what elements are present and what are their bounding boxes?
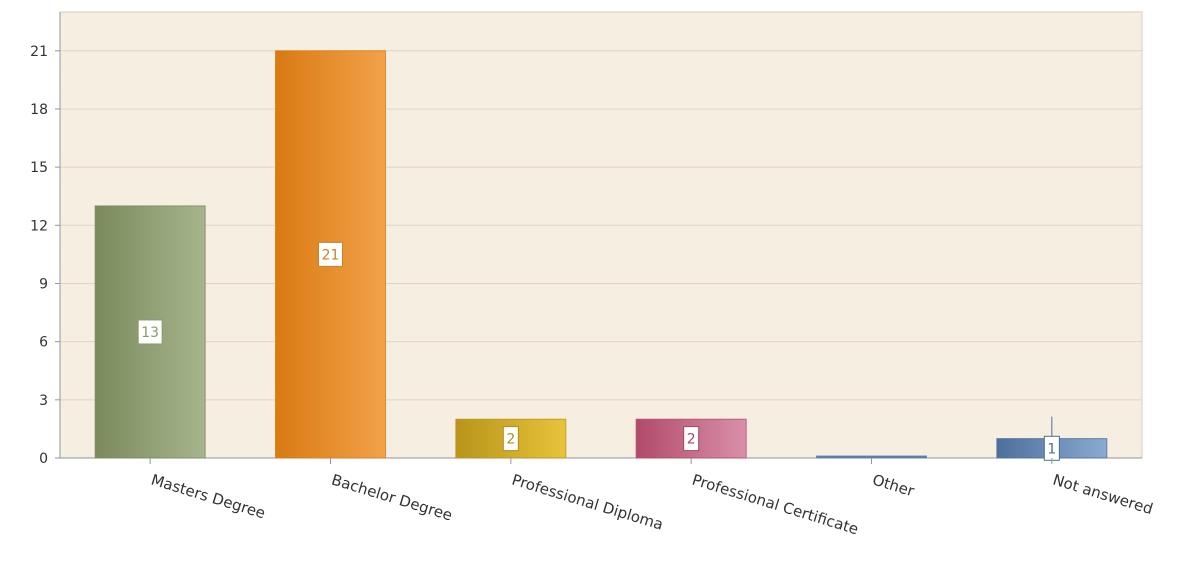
y-tick-label: 15: [30, 160, 48, 176]
data-label: 2: [506, 432, 515, 448]
y-tick-label: 9: [39, 276, 48, 292]
y-axis-ticks: 0 3 6 9 12 15 18 21: [30, 44, 60, 467]
x-category-label: Professional Diploma: [510, 471, 666, 534]
y-tick-label: 0: [39, 451, 48, 467]
y-tick-label: 6: [39, 335, 48, 351]
gridlines: [60, 50, 1142, 401]
x-category-label: Bachelor Degree: [329, 471, 454, 525]
data-label-box: [137, 319, 163, 345]
y-tick-label: 18: [30, 102, 48, 118]
data-label: 21: [322, 247, 340, 263]
y-tick-label: 3: [39, 393, 48, 409]
bar-masters-degree: [94, 205, 206, 459]
x-axis-categories: Masters Degree Bachelor Degree Professiona…: [149, 458, 1155, 538]
data-label-box: [683, 426, 700, 452]
data-label-box: [502, 426, 519, 452]
plot-area: [59, 11, 1143, 459]
x-category-label: Masters Degree: [149, 471, 267, 523]
data-label: 2: [687, 432, 696, 448]
data-label-box: [318, 241, 343, 267]
data-label: 1: [1047, 441, 1056, 457]
x-category-label: Other: [870, 471, 917, 501]
data-label: 13: [141, 325, 159, 341]
y-tick-label: 12: [30, 218, 48, 234]
bar-other: [816, 455, 927, 459]
axes: [59, 12, 1142, 459]
x-category-label: Professional Certificate: [690, 471, 861, 539]
y-tick-label: 21: [30, 44, 48, 60]
x-category-label: Not answered: [1051, 471, 1155, 519]
